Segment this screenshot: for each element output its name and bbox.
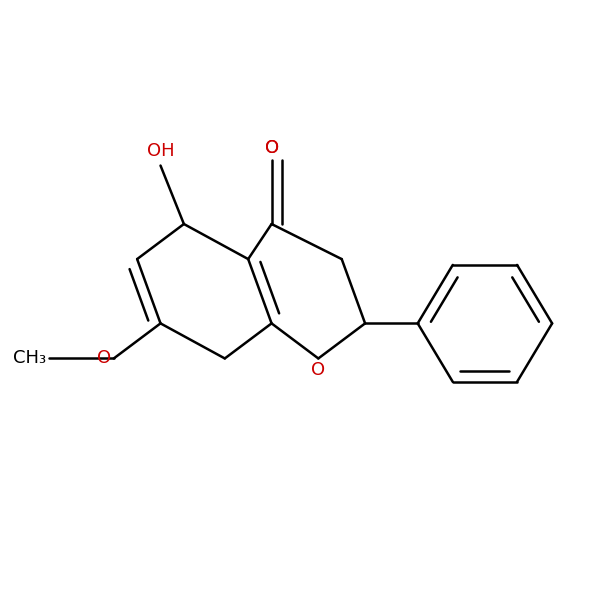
Text: CH₃: CH₃ — [13, 349, 47, 367]
Text: O: O — [97, 349, 111, 367]
Text: OH: OH — [147, 142, 175, 160]
Text: O: O — [265, 139, 278, 157]
Text: O: O — [311, 361, 325, 379]
Text: O: O — [265, 139, 278, 157]
